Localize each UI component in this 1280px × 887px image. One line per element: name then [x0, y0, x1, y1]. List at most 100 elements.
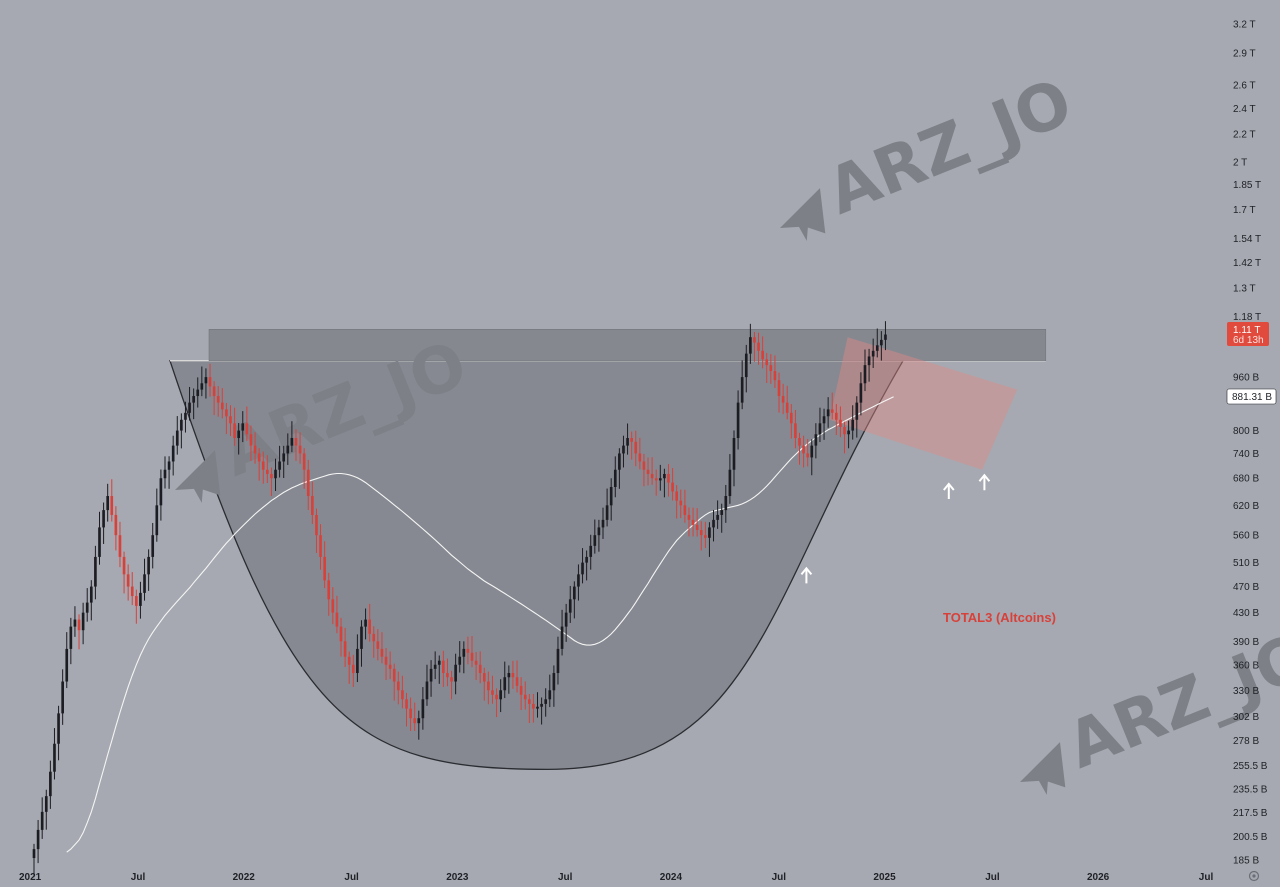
candle	[343, 627, 347, 667]
candle	[130, 572, 134, 606]
candle	[261, 451, 265, 484]
candle-body	[257, 453, 261, 462]
candle-body	[323, 556, 326, 581]
candle	[573, 581, 576, 619]
candle-body	[695, 524, 699, 530]
candle-body	[143, 574, 146, 593]
candle-body	[757, 342, 760, 351]
gear-icon[interactable]	[1248, 870, 1260, 882]
candle	[356, 634, 359, 683]
candle	[466, 636, 470, 665]
candle	[98, 511, 101, 565]
candle-body	[654, 478, 658, 481]
candle-body	[646, 469, 650, 474]
candle-body	[478, 664, 482, 674]
candle-body	[57, 713, 60, 744]
y-tick-label: 2.2 T	[1233, 129, 1256, 140]
candle-body	[184, 412, 187, 420]
candle-body	[511, 673, 515, 678]
candle	[646, 457, 650, 486]
candle-body	[130, 586, 134, 597]
candle	[560, 609, 564, 656]
candle	[511, 660, 515, 689]
candle-body	[462, 648, 466, 657]
candle-body	[470, 652, 474, 661]
candle-body	[765, 359, 769, 366]
candle-body	[450, 677, 453, 682]
candle-body	[61, 681, 64, 714]
candle-body	[425, 681, 429, 700]
candle-body	[122, 556, 126, 575]
candle	[331, 587, 335, 625]
candle-body	[691, 519, 695, 525]
candle	[347, 651, 351, 684]
candle-body	[106, 496, 110, 511]
candle-body	[192, 396, 195, 403]
candle-body	[736, 402, 740, 439]
candle-body	[806, 453, 810, 458]
y-tick-label: 430 B	[1233, 608, 1259, 619]
y-axis[interactable]: 3.2 T 2.9 T 2.6 T 2.4 T 2.2 T 2 T 1.85 T 1.7 T 1…	[1233, 20, 1268, 867]
candle	[753, 331, 756, 362]
candle	[392, 663, 396, 701]
candle-body	[818, 423, 822, 435]
candle	[147, 549, 150, 591]
candle	[409, 697, 412, 731]
candle-body	[89, 586, 93, 603]
candle-body	[417, 718, 421, 724]
candle	[515, 660, 519, 693]
candle	[663, 468, 666, 498]
candle-body	[118, 535, 122, 557]
y-tick-label: 200.5 B	[1233, 832, 1268, 843]
candle	[634, 430, 638, 467]
candle	[364, 608, 367, 640]
candle-body	[675, 491, 679, 501]
candle	[880, 331, 883, 361]
candle-body	[40, 811, 44, 830]
candle-body	[540, 703, 543, 707]
candle	[372, 626, 376, 658]
candle	[442, 650, 445, 688]
candle	[552, 665, 556, 707]
candle-body	[875, 345, 879, 351]
candle	[843, 421, 846, 454]
candle-body	[466, 648, 470, 653]
x-axis[interactable]: 2021 Jul 2022 Jul 2023 Jul 2024 Jul 2025 Jul 2026 J…	[19, 872, 1213, 883]
candle	[413, 702, 417, 731]
candle	[736, 390, 740, 450]
candle-body	[85, 602, 89, 613]
candle-body	[204, 377, 208, 384]
candle	[126, 564, 130, 601]
candle-body	[634, 441, 638, 454]
candle-body	[495, 694, 498, 700]
candle-body	[650, 473, 654, 479]
candle-body	[401, 690, 404, 700]
candle-body	[622, 445, 625, 454]
candle-body	[261, 461, 265, 470]
candle-body	[527, 699, 531, 704]
candle	[847, 420, 850, 449]
candle	[454, 653, 457, 695]
candle	[884, 321, 887, 351]
candle	[335, 595, 339, 634]
candle	[789, 404, 793, 439]
y-tick-label: 302 B	[1233, 712, 1259, 723]
candle-body	[835, 412, 838, 420]
candle	[311, 481, 314, 524]
candle	[626, 423, 629, 455]
candle-body	[49, 771, 52, 797]
candle-body	[421, 699, 425, 719]
candle	[581, 548, 584, 584]
candle	[200, 366, 204, 397]
candle	[708, 522, 711, 557]
candle-body	[630, 438, 633, 442]
candle	[73, 606, 77, 637]
y-tick-label: 680 B	[1233, 474, 1259, 485]
countdown-label: 6d 13h	[1233, 335, 1264, 346]
candle	[237, 423, 241, 455]
y-tick-label: 620 B	[1233, 501, 1259, 512]
candle	[523, 681, 527, 710]
candle-body	[151, 535, 155, 557]
candle	[180, 413, 183, 449]
